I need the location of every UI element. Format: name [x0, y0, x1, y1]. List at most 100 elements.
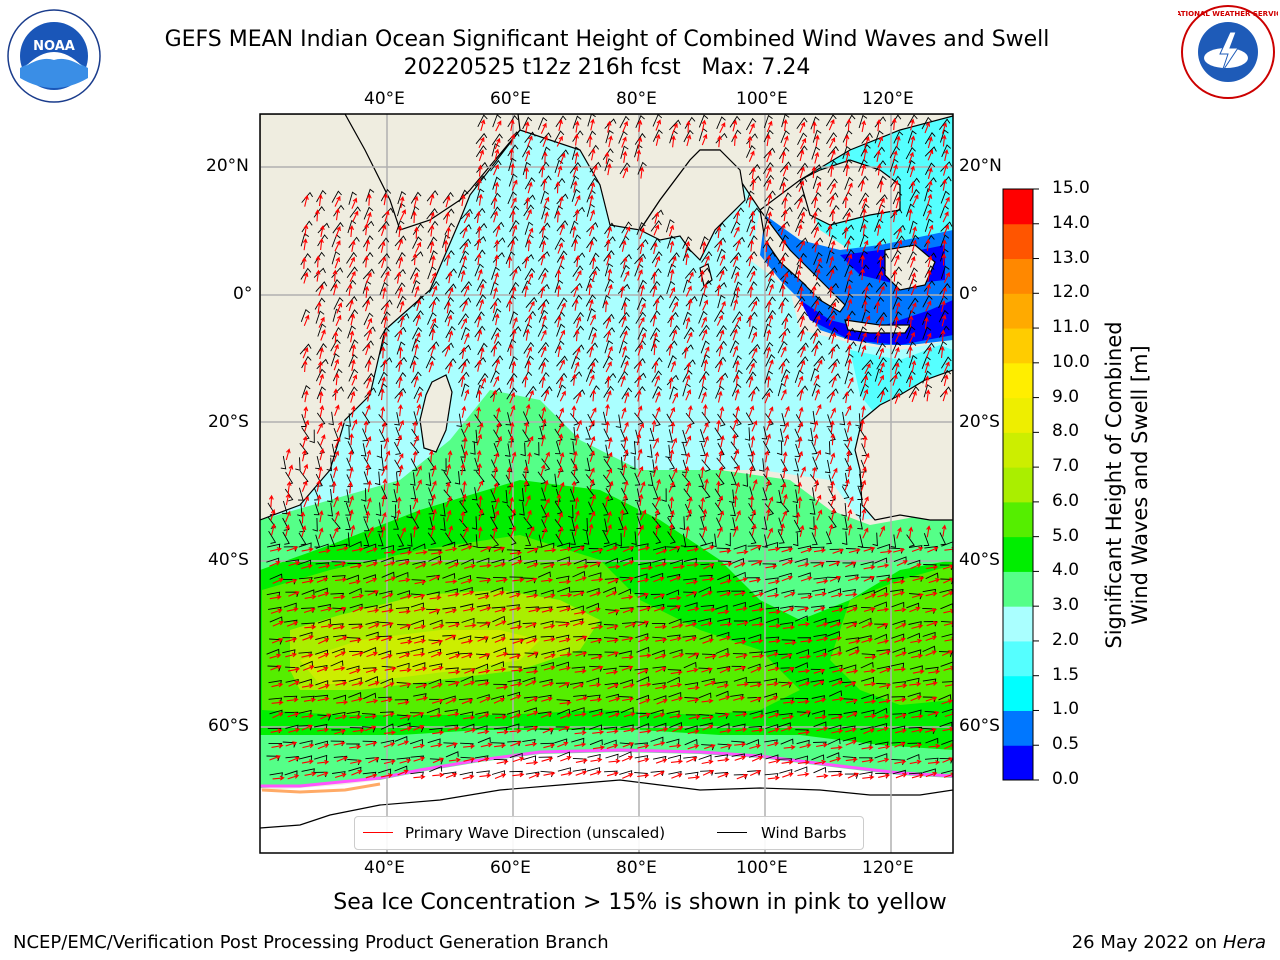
wind-barb: [941, 144, 952, 158]
wave-direction-arrow: [492, 163, 499, 176]
wave-direction-arrow: [543, 593, 556, 599]
wave-direction-arrow: [348, 299, 354, 312]
wave-direction-arrow: [637, 448, 643, 461]
wave-direction-arrow: [704, 478, 709, 491]
wind-barb: [395, 356, 407, 368]
wave-direction-arrow: [285, 652, 298, 658]
wave-direction-arrow: [861, 758, 875, 763]
wind-barb: [523, 459, 529, 474]
wind-barb: [492, 308, 502, 322]
wind-barb: [699, 236, 709, 250]
wind-barb: [699, 293, 708, 307]
wave-direction-arrow: [688, 714, 701, 720]
lon-tick-bottom-100e: 100°E: [736, 858, 788, 878]
wave-direction-arrow: [783, 667, 795, 673]
wind-barb: [909, 188, 920, 202]
wind-barb: [282, 517, 290, 531]
wind-barb: [748, 616, 762, 623]
wave-direction-arrow: [464, 421, 471, 434]
wind-barb: [474, 325, 486, 338]
wave-direction-arrow: [512, 756, 525, 763]
wind-barb: [556, 355, 568, 367]
wave-direction-arrow: [848, 639, 861, 644]
wind-barb: [477, 114, 488, 128]
wave-direction-arrow: [509, 118, 515, 132]
wind-barb: [555, 372, 568, 385]
wind-barb: [907, 297, 919, 310]
wave-direction-arrow: [621, 594, 634, 600]
wind-barb: [492, 221, 505, 233]
wave-direction-arrow: [540, 302, 546, 314]
wind-barb: [397, 190, 407, 205]
wind-barb: [668, 252, 680, 264]
wave-direction-arrow: [668, 376, 674, 389]
wave-direction-arrow: [302, 743, 315, 749]
wave-direction-arrow: [797, 496, 803, 509]
wave-direction-arrow: [525, 741, 538, 747]
wave-direction-arrow: [892, 210, 898, 223]
wave-direction-arrow: [877, 592, 890, 598]
wave-direction-arrow: [364, 714, 378, 720]
wave-direction-arrow: [383, 302, 389, 315]
wind-barb: [684, 116, 696, 129]
wind-barb: [813, 617, 827, 624]
wind-barb: [909, 665, 923, 671]
wave-direction-arrow: [896, 560, 908, 567]
wave-direction-arrow: [271, 682, 284, 688]
wave-direction-arrow: [780, 726, 793, 732]
wind-barb: [731, 558, 745, 564]
wind-barb: [538, 309, 549, 323]
wave-direction-arrow: [671, 437, 678, 450]
wave-direction-arrow: [911, 546, 924, 553]
wind-barb: [811, 383, 821, 397]
wave-direction-arrow: [767, 527, 773, 539]
wave-direction-arrow: [831, 331, 837, 344]
wave-direction-arrow: [348, 509, 354, 522]
wave-direction-arrow: [591, 389, 597, 402]
wind-barb: [619, 325, 631, 338]
wave-direction-arrow: [878, 744, 891, 750]
wind-barb: [796, 648, 809, 655]
wind-barb: [714, 237, 726, 249]
wave-direction-arrow: [797, 436, 803, 449]
wind-barb: [745, 371, 757, 384]
wind-barb: [684, 503, 692, 517]
wind-barb: [860, 561, 874, 567]
wind-barb: [540, 385, 553, 398]
wave-direction-arrow: [733, 494, 738, 508]
wave-direction-arrow: [592, 711, 604, 717]
wave-direction-arrow: [398, 256, 404, 269]
wave-direction-arrow: [621, 654, 634, 660]
wave-direction-arrow: [478, 422, 484, 434]
wave-direction-arrow: [544, 511, 550, 524]
wave-direction-arrow: [525, 196, 531, 209]
wave-direction-arrow: [942, 726, 953, 732]
chart-title: GEFS MEAN Indian Ocean Significant Heigh…: [164, 27, 1050, 52]
wave-direction-arrow: [528, 526, 535, 538]
colorbar-tick-label: 14.0: [1052, 212, 1090, 233]
wave-direction-arrow: [877, 135, 884, 148]
wave-direction-arrow: [671, 301, 678, 313]
wave-direction-arrow: [523, 479, 529, 493]
wave-direction-arrow: [366, 193, 372, 206]
wave-direction-arrow: [448, 330, 454, 343]
wave-direction-arrow: [654, 451, 660, 464]
lat-lon-grid: [260, 114, 953, 853]
wave-direction-arrow: [637, 524, 644, 536]
wave-direction-arrow: [846, 607, 858, 613]
wave-direction-arrow: [800, 137, 807, 150]
wave-direction-arrow: [540, 286, 546, 299]
wind-barb: [776, 441, 783, 456]
wave-direction-arrows-layer: [268, 117, 953, 781]
wave-direction-arrow: [528, 607, 541, 613]
colorbar-bin: [1003, 571, 1033, 607]
wave-direction-arrow: [509, 550, 523, 556]
wave-direction-arrow: [637, 668, 649, 675]
wind-barb: [668, 295, 680, 309]
wave-direction-arrow: [556, 315, 562, 328]
wave-direction-arrow: [846, 420, 852, 433]
wind-barb: [861, 132, 873, 144]
wave-direction-arrow: [510, 162, 515, 176]
wind-barb: [266, 543, 281, 550]
wave-direction-arrow: [941, 314, 947, 327]
